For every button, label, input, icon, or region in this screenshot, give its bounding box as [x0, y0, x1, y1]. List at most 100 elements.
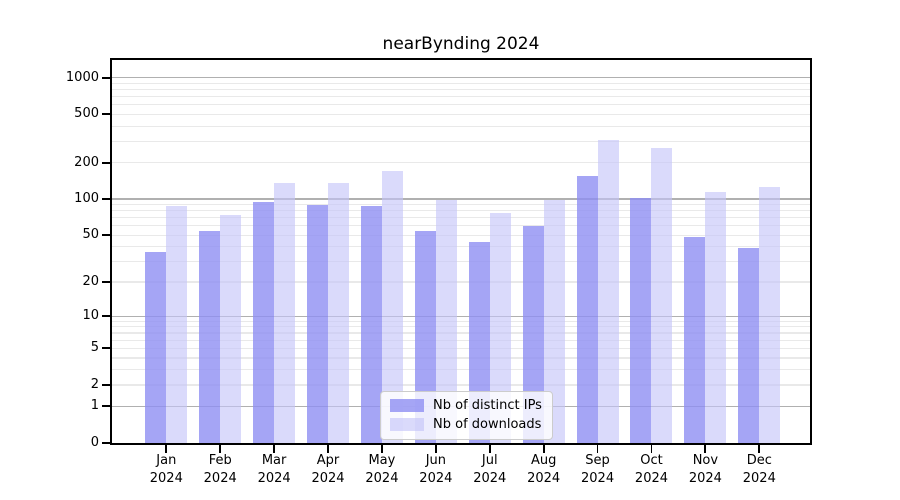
y-tick-label: 1000	[65, 69, 99, 85]
gridline-minor	[112, 281, 810, 283]
gridline-minor	[112, 125, 810, 127]
bar-downloads	[435, 199, 457, 443]
gridline-minor	[112, 339, 810, 341]
x-tick-label: Apr 2024	[286, 452, 370, 487]
x-tick-month: Oct	[640, 453, 663, 468]
y-tick-label: 500	[74, 106, 99, 122]
y-axis-tick	[102, 315, 110, 318]
bar-downloads	[489, 213, 511, 443]
bar-distinct-ips	[145, 252, 167, 443]
legend-swatch-downloads	[390, 418, 424, 431]
x-tick-month: Nov	[692, 453, 719, 468]
y-tick-label: 20	[82, 274, 99, 290]
x-tick-label: Sep 2024	[556, 452, 640, 487]
y-tick-label: 200	[74, 154, 99, 170]
gridline-minor	[112, 210, 810, 212]
gridline-minor	[112, 384, 810, 386]
y-axis-tick	[102, 442, 110, 444]
bar-distinct-ips	[414, 231, 436, 443]
x-tick-label: Dec 2024	[717, 452, 801, 487]
x-tick-month: Jul	[481, 453, 498, 468]
gridline-major	[112, 77, 810, 79]
gridline-minor	[112, 320, 810, 322]
bar-downloads	[274, 183, 296, 443]
x-tick-label: Jul 2024	[448, 452, 532, 487]
gridline-minor	[112, 162, 810, 164]
legend-label-downloads: Nb of downloads	[433, 417, 542, 432]
chart-title: nearBynding 2024	[382, 34, 540, 54]
legend: Nb of distinct IPs Nb of downloads	[380, 391, 553, 440]
x-tick-label: Aug 2024	[502, 452, 586, 487]
x-tick-year: 2024	[473, 470, 507, 486]
gridline-minor	[112, 217, 810, 219]
gridline-minor	[112, 369, 810, 371]
bar-downloads	[220, 215, 242, 443]
gridline-minor	[112, 82, 810, 84]
x-axis-tick	[381, 445, 383, 453]
gridline-minor	[112, 203, 810, 206]
x-tick-month: Mar	[261, 453, 287, 468]
bar-downloads	[651, 147, 673, 443]
gridline-major	[112, 315, 810, 317]
gridline-minor	[112, 246, 810, 248]
gridline-minor	[112, 140, 810, 142]
x-tick-year: 2024	[365, 470, 399, 486]
x-tick-label: Oct 2024	[609, 452, 693, 487]
y-axis-tick	[102, 234, 110, 237]
x-tick-year: 2024	[419, 470, 453, 486]
x-axis-tick	[758, 445, 761, 453]
y-axis-tick	[102, 198, 110, 200]
x-tick-month: May	[368, 453, 396, 468]
bar-downloads	[381, 171, 403, 443]
x-tick-year: 2024	[634, 470, 669, 486]
y-tick-label: 10	[82, 308, 99, 324]
y-tick-label: 5	[90, 340, 99, 356]
x-axis-tick	[273, 445, 275, 453]
bar-distinct-ips	[360, 205, 382, 443]
x-tick-year: 2024	[527, 470, 561, 486]
x-tick-label: May 2024	[340, 452, 424, 487]
x-axis-tick	[650, 445, 653, 453]
gridline-minor	[112, 234, 810, 236]
x-axis-tick	[219, 445, 222, 453]
x-tick-label: Jun 2024	[394, 452, 478, 487]
x-tick-month: Apr	[316, 453, 340, 468]
x-tick-year: 2024	[311, 470, 345, 486]
gridline-minor	[112, 332, 810, 334]
y-tick-label: 0	[90, 435, 99, 450]
y-axis-tick	[102, 76, 110, 79]
x-axis-tick	[327, 445, 329, 453]
gridline-minor	[112, 88, 810, 91]
x-tick-label: Mar 2024	[232, 452, 316, 487]
x-tick-year: 2024	[688, 470, 722, 486]
x-tick-year: 2024	[581, 470, 615, 486]
bar-distinct-ips	[630, 198, 652, 443]
legend-label-distinct-ips: Nb of distinct IPs	[433, 398, 542, 413]
x-tick-year: 2024	[742, 470, 776, 486]
legend-swatch-distinct-ips	[390, 399, 424, 412]
x-tick-month: Jun	[425, 453, 446, 468]
bar-downloads	[166, 205, 188, 443]
bar-distinct-ips	[522, 225, 544, 443]
y-tick-label: 50	[82, 227, 99, 243]
y-axis-tick	[102, 347, 110, 350]
bar-distinct-ips	[576, 175, 598, 443]
bar-downloads	[759, 186, 781, 443]
x-axis-tick	[434, 445, 437, 453]
x-axis-tick	[165, 445, 168, 453]
bar-distinct-ips	[307, 204, 329, 443]
legend-item-distinct-ips: Nb of distinct IPs	[390, 398, 542, 413]
y-axis-tick	[102, 384, 110, 386]
gridline-minor	[112, 113, 810, 115]
y-tick-label: 100	[74, 191, 99, 207]
x-tick-month: Aug	[530, 453, 557, 468]
x-axis-tick	[596, 445, 599, 453]
x-tick-label: Jan 2024	[124, 452, 208, 487]
x-tick-label: Feb 2024	[178, 452, 262, 487]
x-tick-year: 2024	[203, 470, 237, 486]
x-tick-month: Dec	[746, 453, 772, 468]
gridline-minor	[112, 357, 810, 359]
bar-distinct-ips	[684, 237, 706, 443]
y-tick-label: 1	[90, 398, 99, 414]
